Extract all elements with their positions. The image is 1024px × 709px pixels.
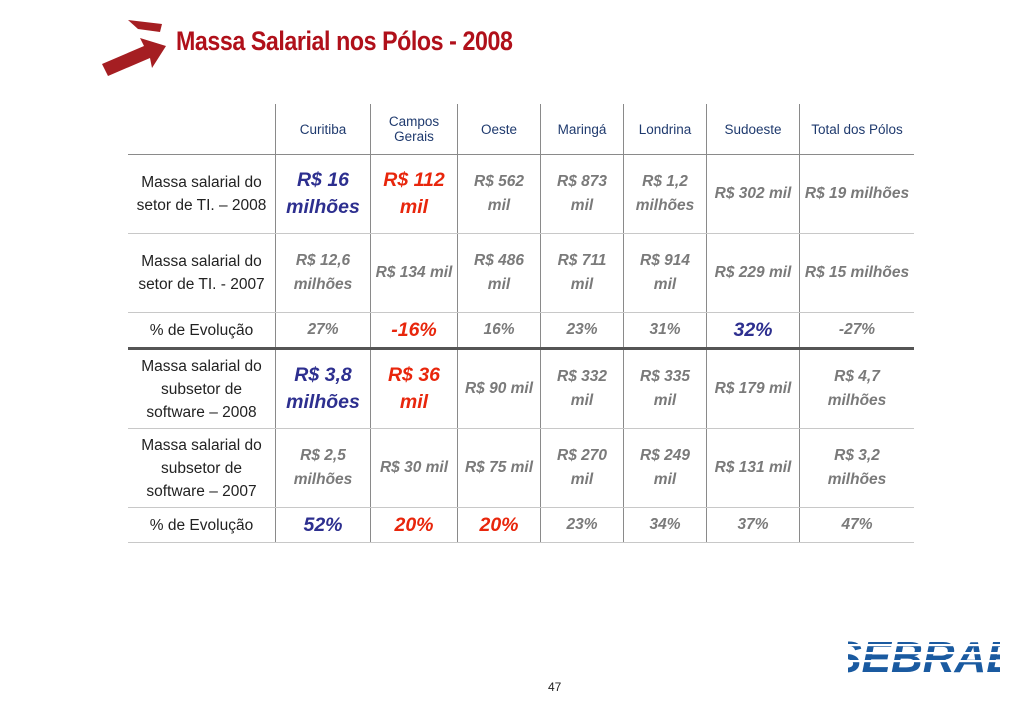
column-header: Oeste — [457, 104, 541, 155]
salary-table: Curitiba Campos Gerais Oeste Maringá Lon… — [128, 104, 914, 543]
row-label: % de Evolução — [128, 312, 276, 350]
sebrae-logo-text: SEBRAE — [848, 633, 1000, 682]
column-header: Sudoeste — [706, 104, 800, 155]
row-label: Massa salarial do setor de TI. - 2007 — [128, 233, 276, 313]
row-label: Massa salarial do subsetor de software –… — [128, 348, 276, 429]
table-cell: -27% — [799, 312, 914, 350]
table-row: Massa salarial do setor de TI. – 2008 R$… — [128, 154, 914, 234]
table-cell: R$ 1,2 milhões — [623, 154, 707, 234]
table-cell: -16% — [370, 312, 458, 350]
table-cell: R$ 2,5 milhões — [275, 428, 371, 508]
page-number: 47 — [548, 680, 562, 694]
table-row: % de Evolução 52% 20% 20% 23% 34% 37% 47… — [128, 507, 914, 543]
table-cell: R$ 12,6 milhões — [275, 233, 371, 313]
table-cell: 27% — [275, 312, 371, 350]
table-cell: R$ 302 mil — [706, 154, 800, 234]
table-corner — [128, 104, 276, 155]
column-header: Maringá — [540, 104, 624, 155]
table-cell: 20% — [370, 507, 458, 543]
table-cell: R$ 90 mil — [457, 348, 541, 429]
table-cell: R$ 112 mil — [370, 154, 458, 234]
sebrae-logo: SEBRAE — [848, 633, 1000, 682]
table-cell: R$ 36 mil — [370, 348, 458, 429]
row-label: Massa salarial do setor de TI. – 2008 — [128, 154, 276, 234]
table-cell: R$ 562 mil — [457, 154, 541, 234]
row-label: % de Evolução — [128, 507, 276, 543]
column-header: Londrina — [623, 104, 707, 155]
table-cell: R$ 711 mil — [540, 233, 624, 313]
table-cell: R$ 16 milhões — [275, 154, 371, 234]
table-row: % de Evolução 27% -16% 16% 23% 31% 32% -… — [128, 312, 914, 350]
table-cell: 23% — [540, 507, 624, 543]
column-header: Curitiba — [275, 104, 371, 155]
table-cell: R$ 332 mil — [540, 348, 624, 429]
table-cell: R$ 486 mil — [457, 233, 541, 313]
table-cell: 34% — [623, 507, 707, 543]
column-header: Total dos Pólos — [799, 104, 914, 155]
row-label: Massa salarial do subsetor de software –… — [128, 428, 276, 508]
table-row: Massa salarial do setor de TI. - 2007 R$… — [128, 233, 914, 313]
table-cell: R$ 249 mil — [623, 428, 707, 508]
table-cell: R$ 179 mil — [706, 348, 800, 429]
table-cell: R$ 131 mil — [706, 428, 800, 508]
table-cell: 23% — [540, 312, 624, 350]
arrow-logo-icon — [102, 20, 166, 76]
table-cell: R$ 914 mil — [623, 233, 707, 313]
table-header-row: Curitiba Campos Gerais Oeste Maringá Lon… — [128, 104, 914, 155]
table-cell: 47% — [799, 507, 914, 543]
table-cell: R$ 229 mil — [706, 233, 800, 313]
table-row: Massa salarial do subsetor de software –… — [128, 428, 914, 508]
table-cell: R$ 19 milhões — [799, 154, 914, 234]
table-cell: R$ 15 milhões — [799, 233, 914, 313]
table-cell: 31% — [623, 312, 707, 350]
table-cell: 16% — [457, 312, 541, 350]
table-cell: R$ 3,2 milhões — [799, 428, 914, 508]
table-cell: R$ 270 mil — [540, 428, 624, 508]
table-cell: 20% — [457, 507, 541, 543]
table-cell: 52% — [275, 507, 371, 543]
column-header: Campos Gerais — [370, 104, 458, 155]
table-cell: R$ 335 mil — [623, 348, 707, 429]
table-cell: R$ 4,7 milhões — [799, 348, 914, 429]
table-cell: R$ 873 mil — [540, 154, 624, 234]
table-cell: R$ 3,8 milhões — [275, 348, 371, 429]
table-cell: 37% — [706, 507, 800, 543]
page-title: Massa Salarial nos Pólos - 2008 — [176, 26, 513, 56]
table-cell: 32% — [706, 312, 800, 350]
table-cell: R$ 134 mil — [370, 233, 458, 313]
table-cell: R$ 75 mil — [457, 428, 541, 508]
table-row: Massa salarial do subsetor de software –… — [128, 348, 914, 429]
table-cell: R$ 30 mil — [370, 428, 458, 508]
